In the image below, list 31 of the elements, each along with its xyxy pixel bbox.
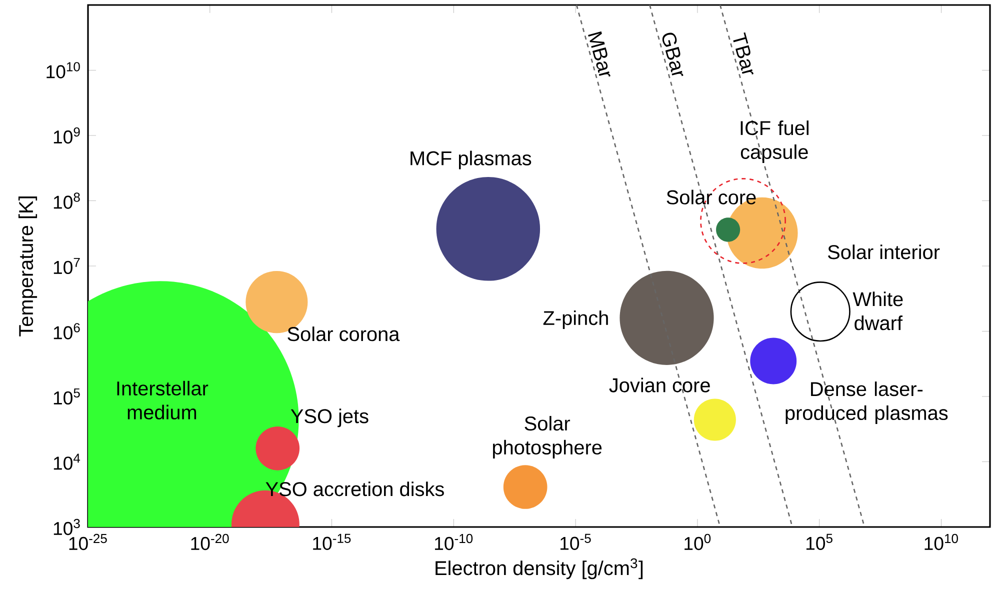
text: TBar: [733, 32, 754, 74]
x-tick-label: 10$^{-5}$: [560, 534, 591, 550]
annotation: ICF fuel capsule: [740, 120, 809, 163]
x-tick-label: 10$^{-20}$: [191, 534, 229, 550]
y-axis-title: Temperature [K]: [18, 196, 38, 336]
annotation: Dense laser-produced plasmas: [786, 382, 948, 424]
x-tick-label: 10$^{-25}$: [69, 534, 107, 550]
annotation: Solar corona: [288, 326, 400, 342]
y-tick-label: 10$^{4}$: [54, 454, 80, 470]
annotation: Jovian core: [609, 378, 710, 392]
y-tick-label: 10$^{10}$: [46, 62, 80, 78]
annotation: White dwarf: [852, 292, 903, 330]
text: MBar: [588, 31, 610, 77]
annotation: Interstellar medium: [117, 380, 208, 420]
annotation: MCF plasmas: [410, 150, 532, 170]
x-tick-label: 10$^{0}$: [684, 534, 711, 550]
y-tick-label: 10$^{5}$: [54, 388, 80, 405]
annotation: Solar interior: [828, 244, 940, 260]
x-axis-title: Electron density [g/cm$^{3}$]: [436, 558, 643, 580]
y-tick-label: 10$^{9}$: [54, 127, 80, 144]
x-tick-label: 10$^{-15}$: [313, 534, 351, 550]
y-tick-label: 10$^{6}$: [54, 323, 80, 340]
annotation: Z-pinch: [543, 310, 608, 330]
y-tick-label: 10$^{7}$: [54, 258, 80, 274]
annotation: Solar photosphere: [493, 416, 602, 458]
x-tick-label: 10$^{-10}$: [435, 534, 473, 550]
text: GBar: [662, 32, 684, 76]
y-tick-label: 10$^{3}$: [54, 518, 80, 536]
x-tick-label: 10$^{10}$: [924, 534, 958, 550]
y-tick-label: 10$^{8}$: [54, 192, 80, 209]
x-tick-label: 10$^{5}$: [806, 534, 832, 550]
